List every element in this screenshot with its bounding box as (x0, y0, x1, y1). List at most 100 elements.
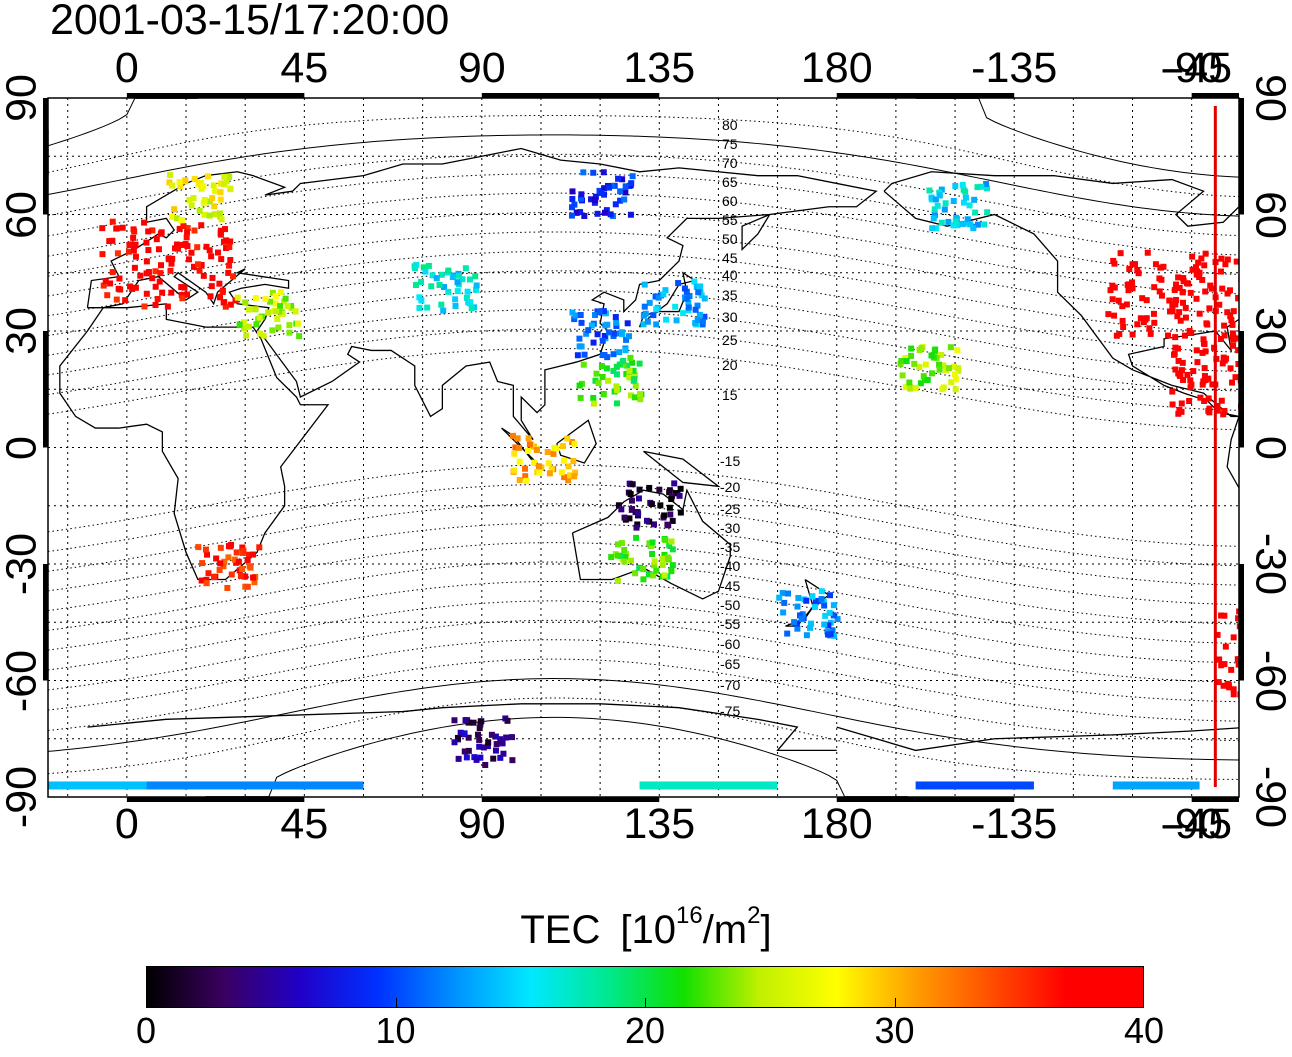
tec-cell (574, 352, 581, 359)
tec-cell (466, 276, 473, 283)
tec-cell (1249, 357, 1255, 363)
tec-cell (588, 322, 595, 329)
tec-cell (902, 355, 909, 362)
tec-cell (646, 484, 653, 491)
tec-cell (601, 332, 608, 339)
tec-cell (1226, 287, 1233, 294)
tec-cell (260, 332, 267, 339)
tec-cell (634, 521, 641, 528)
tec-cell (209, 195, 216, 202)
tec-cell (649, 539, 656, 546)
tec-cell (1166, 297, 1173, 304)
tec-cell (629, 359, 636, 366)
tec-cell (795, 594, 802, 601)
tec-cell (641, 281, 648, 288)
tec-cell (569, 195, 576, 202)
tec-cell (107, 280, 114, 287)
tec-cell (227, 301, 234, 308)
tec-cell (256, 544, 263, 551)
tec-cell (1196, 310, 1203, 317)
mlat-label: 25 (722, 332, 738, 348)
tec-cell (127, 283, 134, 290)
tec-cell (428, 283, 435, 290)
tec-cell (928, 194, 935, 201)
tec-cell (701, 313, 708, 320)
tec-cell (143, 258, 150, 265)
tec-cell (780, 609, 787, 616)
tec-cell (490, 755, 497, 762)
tec-cell (950, 198, 957, 205)
mlat-contour (48, 192, 1239, 275)
tec-cell (226, 262, 233, 269)
tec-cell (141, 303, 148, 310)
tec-cell (1158, 276, 1165, 283)
tec-cell (590, 169, 597, 176)
tec-cell (1175, 357, 1182, 364)
tec-cell (244, 583, 251, 590)
tec-cell (1150, 310, 1157, 317)
tec-cell (196, 207, 203, 214)
tec-cell (216, 293, 223, 300)
frame-tick-bar (43, 98, 48, 215)
tec-cell (571, 473, 578, 480)
tec-cell (695, 289, 702, 296)
tec-cell (660, 291, 667, 298)
tec-cell (1156, 288, 1163, 295)
mlat-label: 70 (722, 155, 738, 171)
tec-polar-band (915, 781, 1034, 790)
tec-cell (902, 384, 909, 391)
tec-cell (812, 599, 819, 606)
tec-cell (1235, 295, 1239, 302)
tec-cell (176, 225, 183, 232)
tec-cell (576, 382, 583, 389)
tec-cell (610, 351, 617, 358)
tec-cell (672, 490, 679, 497)
tec-cell (1201, 397, 1208, 404)
mlat-label: 20 (722, 357, 738, 373)
tec-cell (1220, 411, 1227, 418)
mlat-label: -75 (720, 703, 741, 719)
tec-cell (225, 554, 232, 561)
mlat-label: 60 (722, 193, 738, 209)
tec-cell (1199, 381, 1206, 388)
tec-cell (143, 239, 150, 246)
tec-cell (809, 593, 816, 600)
tec-cell (200, 183, 207, 190)
tec-cell (536, 463, 543, 470)
magnetic-latitude-contours (48, 98, 1239, 797)
tec-cell (225, 269, 232, 276)
tec-cell (626, 480, 633, 487)
tec-cell (636, 391, 643, 398)
tec-cell (692, 306, 699, 313)
tec-cell (676, 492, 683, 499)
tec-cell (1229, 379, 1236, 386)
tec-cell (1272, 379, 1278, 385)
tec-cell (196, 267, 203, 274)
tec-cell (636, 360, 643, 367)
tec-cell (1207, 282, 1214, 289)
tec-cell (630, 377, 637, 384)
tec-cell (580, 169, 587, 176)
tec-cell (526, 441, 533, 448)
tec-cell (1272, 608, 1278, 614)
tec-cell (472, 286, 479, 293)
tec-cell (1252, 608, 1258, 614)
tec-cell (277, 303, 284, 310)
tec-cell (252, 306, 259, 313)
tec-cell (677, 509, 684, 516)
frame-tick-bar (126, 797, 305, 802)
tec-cell (1247, 411, 1253, 417)
tec-cell (223, 244, 230, 251)
tec-cell (926, 187, 933, 194)
tec-cell (629, 481, 636, 488)
tec-cell (668, 538, 675, 545)
tec-cell (1277, 399, 1283, 405)
tec-cell (1180, 278, 1187, 285)
tec-cell (1288, 519, 1292, 525)
tec-cell (200, 272, 207, 279)
tec-cell (184, 229, 191, 236)
tec-cell (152, 268, 159, 275)
tec-cell (468, 305, 475, 312)
tec-cell (938, 186, 945, 193)
tec-cell (967, 221, 974, 228)
